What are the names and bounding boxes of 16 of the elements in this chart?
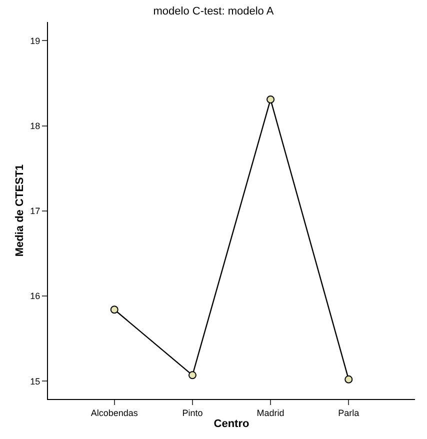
y-tick-label: 17: [30, 206, 40, 216]
x-tick-label: Madrid: [256, 408, 284, 418]
y-axis-title: Media de CTEST1: [14, 164, 26, 257]
point: [344, 375, 353, 384]
y-tick-label: 18: [30, 120, 40, 131]
x-tick-label: Parla: [338, 408, 360, 418]
point: [188, 371, 196, 380]
x-tick-label: Pinto: [182, 408, 203, 418]
point: [110, 306, 118, 314]
chart-title: modelo C-test: modelo A: [153, 5, 274, 18]
x-tick-label: Alcobendas: [90, 408, 138, 418]
x-axis-title: Centro: [214, 418, 250, 430]
point: [266, 95, 275, 104]
y-tick-label: 19: [30, 36, 40, 46]
y-tick-label: 15: [30, 376, 40, 386]
y-tick-label: 16: [30, 291, 40, 302]
